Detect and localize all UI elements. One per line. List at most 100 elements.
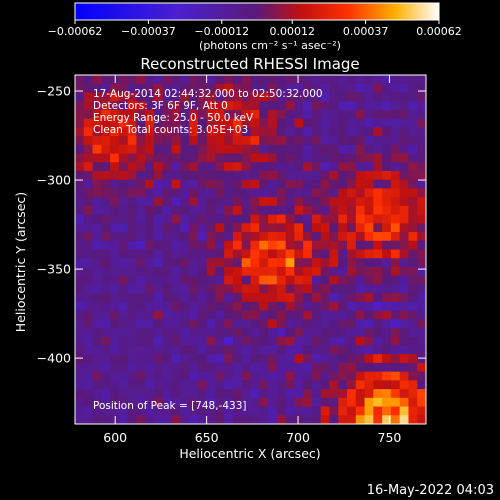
- heatmap-cell: [75, 415, 85, 424]
- heatmap-cell: [206, 310, 217, 320]
- heatmap-cell: [180, 92, 190, 102]
- heatmap-cell: [382, 406, 392, 416]
- heatmap-cell: [118, 362, 129, 373]
- heatmap-cell: [355, 205, 366, 216]
- heatmap-cell: [311, 389, 322, 399]
- heatmap-cell: [408, 75, 418, 85]
- heatmap-cell: [382, 188, 392, 198]
- heatmap-cell: [110, 319, 120, 329]
- heatmap-cell: [162, 162, 173, 172]
- heatmap-cell: [127, 293, 138, 303]
- heatmap-cell: [145, 258, 155, 268]
- heatmap-cell: [189, 275, 199, 285]
- heatmap-cell: [224, 188, 234, 198]
- heatmap-cell: [101, 354, 111, 364]
- heatmap-cell: [364, 101, 374, 111]
- heatmap-cell: [145, 249, 155, 259]
- heatmap-cell: [311, 136, 322, 146]
- heatmap-cell: [118, 223, 129, 233]
- heatmap-cell: [92, 92, 102, 102]
- heatmap-cell: [232, 336, 243, 347]
- heatmap-cell: [136, 232, 146, 242]
- heatmap-cell: [373, 328, 383, 338]
- heatmap-cell: [373, 136, 383, 146]
- heatmap-cell: [153, 136, 164, 146]
- heatmap-cell: [259, 214, 269, 224]
- heatmap-cell: [303, 406, 313, 416]
- heatmap-cell: [250, 83, 260, 94]
- heatmap-cell: [232, 354, 243, 364]
- heatmap-cell: [364, 293, 374, 303]
- heatmap-cell: [118, 118, 129, 128]
- heatmap-cell: [206, 319, 217, 329]
- heatmap-cell: [338, 371, 348, 381]
- heatmap-cell: [268, 136, 278, 146]
- heatmap-cell: [206, 179, 217, 190]
- heatmap-cell: [382, 170, 392, 181]
- heatmap-cell: [373, 362, 383, 373]
- heatmap-cell: [250, 319, 260, 329]
- heatmap-cell: [206, 153, 217, 163]
- heatmap-cell: [417, 371, 426, 381]
- heatmap-cell: [408, 275, 418, 285]
- heatmap-cell: [153, 380, 164, 390]
- heatmap-cell: [197, 328, 208, 338]
- heatmap-cell: [311, 83, 322, 94]
- heatmap-cell: [83, 310, 94, 320]
- heatmap-cell: [329, 380, 339, 390]
- heatmap-cell: [382, 75, 392, 85]
- heatmap-cell: [408, 380, 418, 390]
- heatmap-cell: [206, 397, 217, 408]
- heatmap-cell: [127, 118, 138, 128]
- heatmap-cell: [145, 214, 155, 224]
- heatmap-cell: [382, 345, 392, 355]
- heatmap-cell: [189, 266, 199, 277]
- heatmap-cell: [320, 188, 331, 198]
- heatmap-cell: [338, 345, 348, 355]
- heatmap-cell: [408, 205, 418, 216]
- heatmap-cell: [329, 136, 339, 146]
- heatmap-cell: [232, 319, 243, 329]
- x-tick-label: 750: [378, 430, 402, 445]
- heatmap-cell: [303, 170, 313, 181]
- heatmap-cell: [232, 249, 243, 259]
- heatmap-cell: [83, 214, 94, 224]
- heatmap-cell: [206, 170, 217, 181]
- heatmap-cell: [311, 214, 322, 224]
- heatmap-cell: [373, 371, 383, 381]
- heatmap-cell: [259, 188, 269, 198]
- heatmap-cell: [382, 179, 392, 190]
- heatmap-cell: [390, 258, 401, 268]
- heatmap-cell: [224, 397, 234, 408]
- heatmap-cell: [303, 118, 313, 128]
- heatmap-cell: [399, 389, 410, 399]
- heatmap-cell: [347, 328, 357, 338]
- heatmap-cell: [83, 328, 94, 338]
- heatmap-cell: [373, 179, 383, 190]
- heatmap-cell: [206, 266, 217, 277]
- heatmap-cell: [197, 319, 208, 329]
- heatmap-cell: [83, 240, 94, 251]
- heatmap-cell: [259, 92, 269, 102]
- heatmap-cell: [189, 336, 199, 347]
- heatmap-cell: [268, 415, 278, 424]
- heatmap-cell: [250, 205, 260, 216]
- heatmap-cell: [127, 249, 138, 259]
- heatmap-cell: [276, 92, 287, 102]
- heatmap-cell: [390, 266, 401, 277]
- heatmap-cell: [83, 144, 94, 155]
- heatmap-cell: [92, 205, 102, 216]
- heatmap-cell: [118, 275, 129, 285]
- heatmap-cell: [347, 205, 357, 216]
- heatmap-cell: [110, 214, 120, 224]
- heatmap-cell: [373, 301, 383, 312]
- heatmap-cell: [224, 389, 234, 399]
- heatmap-cell: [408, 319, 418, 329]
- heatmap-cell: [83, 258, 94, 268]
- heatmap-cell: [250, 188, 260, 198]
- heatmap-cell: [180, 127, 190, 137]
- heatmap-cell: [180, 354, 190, 364]
- heatmap-cell: [232, 109, 243, 120]
- heatmap-cell: [408, 118, 418, 128]
- heatmap-cell: [75, 249, 85, 259]
